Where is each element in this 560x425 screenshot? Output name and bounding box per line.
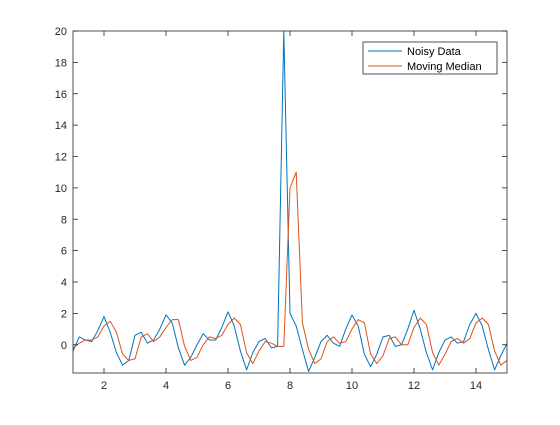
x-tick-label: 4 (163, 380, 169, 392)
series-line-moving-median (73, 171, 507, 366)
y-tick-label: 4 (61, 277, 67, 289)
x-tick-label: 14 (470, 380, 482, 392)
y-tick-label: 0 (61, 340, 67, 352)
legend-box (362, 41, 498, 75)
plot-background (73, 31, 507, 373)
legend-label: Noisy Data (407, 46, 462, 58)
axes-layer: 2 4 6 8 10 12 14 0 2 4 6 8 10 12 14 16 18 20 (55, 26, 508, 392)
x-tick-label: 8 (287, 380, 293, 392)
y-tick-label: 16 (55, 89, 67, 101)
y-tick-label: 2 (61, 308, 67, 320)
x-tick-label: 6 (225, 380, 231, 392)
x-tick-label: 12 (408, 380, 420, 392)
legend-label: Moving Median (407, 61, 482, 73)
y-tick-label: 6 (61, 246, 67, 258)
y-tick-label: 18 (55, 57, 67, 69)
series-line-noisy-data (73, 31, 507, 372)
y-tick-label: 20 (55, 26, 67, 38)
y-tick-label: 12 (55, 152, 67, 164)
series-layer (73, 31, 507, 372)
y-tick-label: 8 (61, 214, 67, 226)
legend: Noisy Data Moving Median (362, 41, 498, 75)
plot-area (73, 31, 507, 373)
x-tick-label: 2 (101, 380, 107, 392)
y-tick-label: 14 (55, 120, 67, 132)
y-tick-label: 10 (55, 183, 67, 195)
x-tick-label: 10 (346, 380, 358, 392)
